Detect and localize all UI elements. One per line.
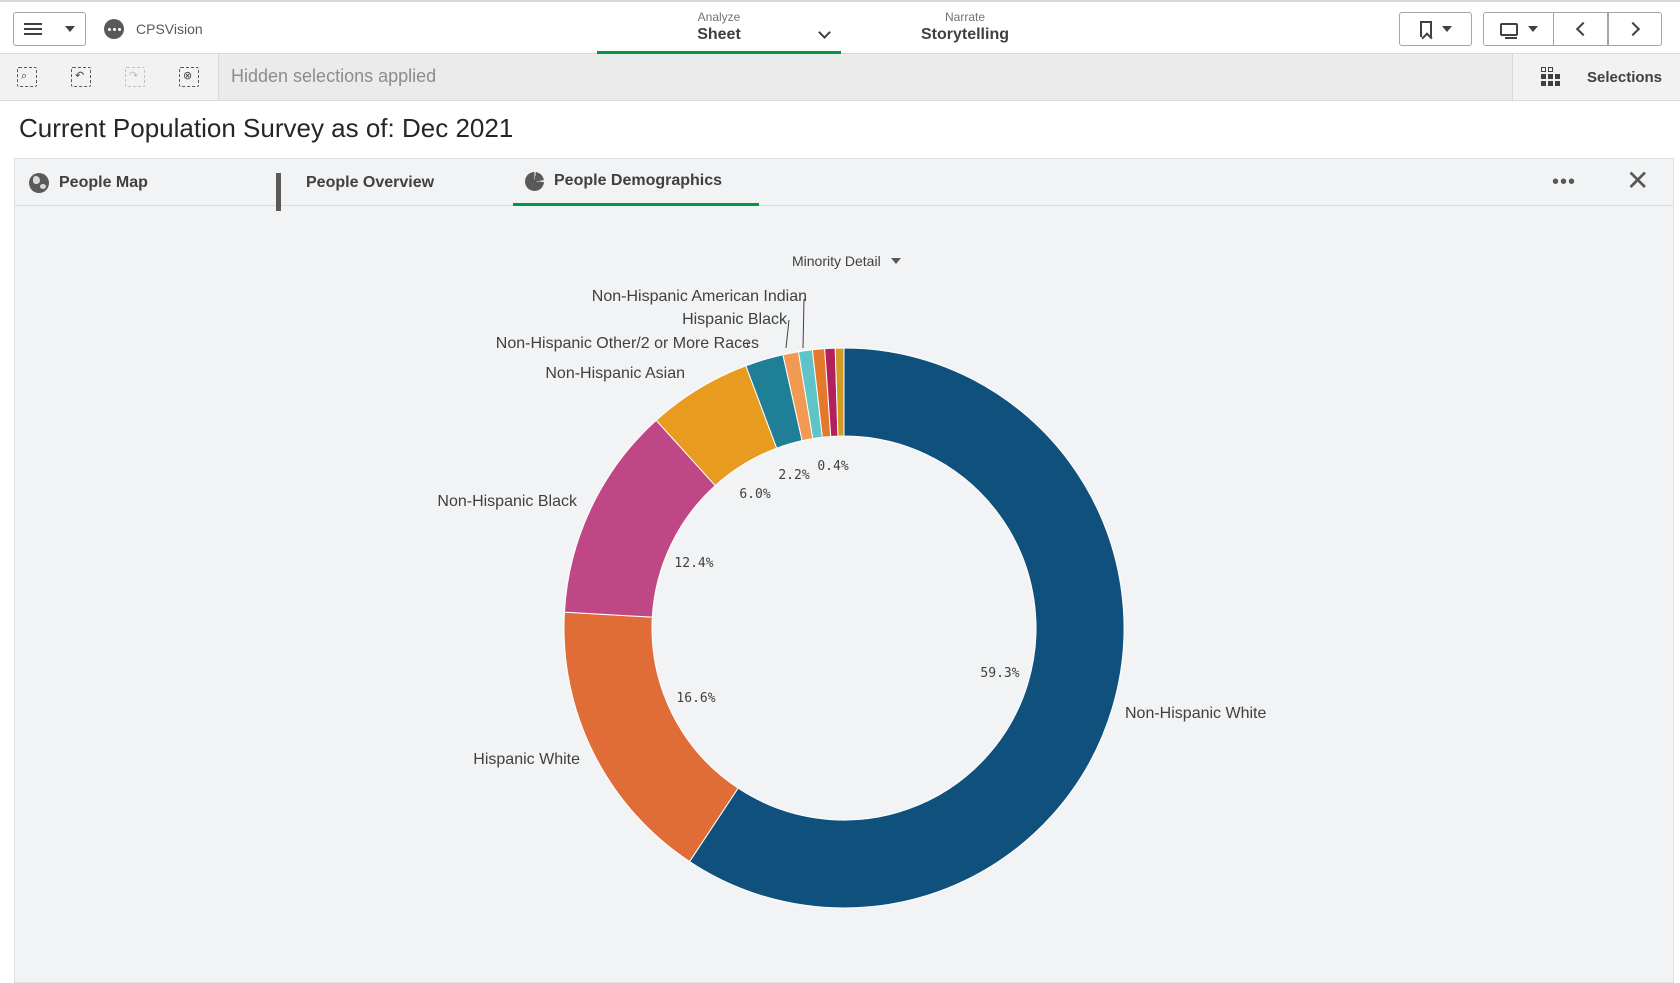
caret-down-icon xyxy=(890,258,901,264)
slice-label-non-hispanic-other-2-or-more-races: Non-Hispanic Other/2 or More Races xyxy=(496,335,759,352)
slice-hispanic-white[interactable] xyxy=(563,611,739,863)
slice-label-non-hispanic-white: Non-Hispanic White xyxy=(1125,705,1266,722)
slice-label-non-hispanic-american-indian: Non-Hispanic American Indian xyxy=(592,288,807,305)
slice-minor-9[interactable] xyxy=(834,347,845,437)
hidden-selections-text: Hidden selections applied xyxy=(218,54,1512,100)
slice-percent-non-hispanic-white: 59.3% xyxy=(980,666,1019,681)
sheets-button[interactable] xyxy=(1483,12,1554,46)
leader-line xyxy=(746,341,749,349)
next-sheet-button[interactable] xyxy=(1608,12,1662,46)
app-name[interactable]: CPSVision xyxy=(136,21,203,37)
tab-label: People Map xyxy=(59,173,148,191)
step-back-button[interactable]: ↶ xyxy=(71,67,91,87)
demographics-donut-chart[interactable]: Non-Hispanic White 59.3% Hispanic White 16.… xyxy=(15,159,1673,982)
slice-percent-non-hispanic-black: 12.4% xyxy=(674,556,713,571)
screen-icon xyxy=(1499,22,1518,39)
mode-sub-label: Analyze xyxy=(697,10,741,24)
bookmarks-button[interactable] xyxy=(1399,12,1472,46)
tab-people-demographics[interactable]: People Demographics xyxy=(513,159,759,206)
redo-icon: ↷ xyxy=(129,70,139,82)
slice-label-non-hispanic-black: Non-Hispanic Black xyxy=(437,493,578,510)
mode-narrate-storytelling[interactable]: Narrate Storytelling xyxy=(845,2,1085,54)
globe-icon xyxy=(29,172,49,193)
drilldown-label: Minority Detail xyxy=(792,253,881,269)
selections-button[interactable]: Selections xyxy=(1512,54,1680,100)
caret-down-icon xyxy=(65,26,75,32)
mode-main-label: Storytelling xyxy=(920,26,1009,43)
tab-people-overview[interactable]: People Overview xyxy=(276,159,476,211)
smart-search-button[interactable]: ⌕ xyxy=(17,67,37,87)
slice-percent-minor-9: 0.4% xyxy=(817,459,848,474)
leader-line xyxy=(802,298,805,349)
undo-icon: ↶ xyxy=(75,70,85,82)
bookmark-icon xyxy=(1419,21,1432,37)
caret-down-icon xyxy=(1441,26,1452,32)
slice-label-hispanic-white: Hispanic White xyxy=(473,751,580,768)
step-forward-button[interactable]: ↷ xyxy=(125,67,145,87)
slice-non-hispanic-white[interactable] xyxy=(688,347,1125,909)
mode-main-label: Sheet xyxy=(697,26,741,43)
pie-chart-icon xyxy=(525,171,544,191)
clear-icon: ⊗ xyxy=(183,70,193,82)
close-icon[interactable]: ✕ xyxy=(1626,165,1650,196)
slice-percent-non-hispanic-other-2-or-more-races: 2.2% xyxy=(778,468,809,483)
drilldown-dimension-selector[interactable]: Minority Detail xyxy=(792,253,901,269)
selections-label: Selections xyxy=(1587,68,1663,86)
slice-percent-hispanic-white: 16.6% xyxy=(676,691,715,706)
search-icon: ⌕ xyxy=(21,70,28,82)
hamburger-icon xyxy=(24,22,42,36)
selections-toolbar: ⌕ ↶ ↷ ⊗ Hidden selections applied Select… xyxy=(0,54,1680,101)
slice-percent-non-hispanic-asian: 6.0% xyxy=(739,487,770,502)
leader-line xyxy=(785,319,790,349)
mode-analyze-sheet[interactable]: Analyze Sheet xyxy=(597,2,841,54)
more-options-icon[interactable]: ••• xyxy=(1552,171,1577,193)
top-toolbar: CPSVision Analyze Sheet Narrate Storytel… xyxy=(0,0,1680,54)
container-tabs: People Map People Overview People Demogr… xyxy=(15,159,1673,211)
bar-chart-icon xyxy=(276,172,296,211)
caret-down-icon xyxy=(1527,26,1538,32)
slice-label-hispanic-black: Hispanic Black xyxy=(682,311,788,328)
clear-selections-button[interactable]: ⊗ xyxy=(179,67,199,87)
chevron-right-icon xyxy=(1625,21,1641,37)
tab-people-map[interactable]: People Map xyxy=(29,159,229,206)
chevron-left-icon xyxy=(1575,21,1590,37)
tab-container: People Map People Overview People Demogr… xyxy=(14,158,1674,983)
tab-label: People Overview xyxy=(306,173,435,191)
mode-sub-label: Narrate xyxy=(944,10,985,24)
main-menu-button[interactable] xyxy=(13,12,86,46)
tab-label: People Demographics xyxy=(554,172,723,189)
app-icon xyxy=(104,19,124,39)
slice-label-non-hispanic-asian: Non-Hispanic Asian xyxy=(545,365,685,382)
grid-icon xyxy=(1541,67,1561,87)
previous-sheet-button[interactable] xyxy=(1554,12,1608,46)
sheet-title: Current Population Survey as of: Dec 202… xyxy=(19,113,514,143)
